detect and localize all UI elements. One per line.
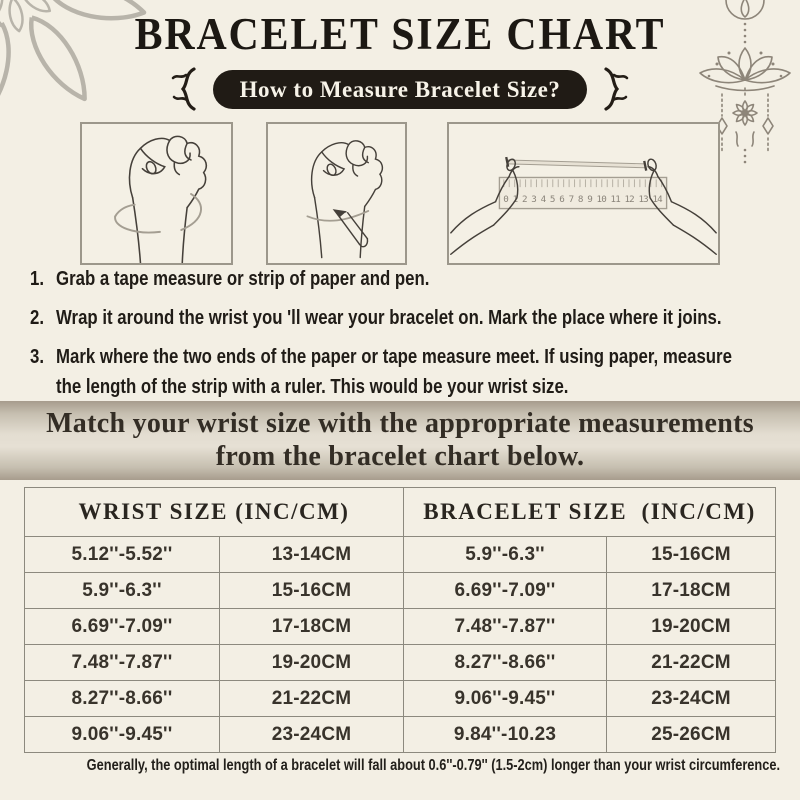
measuring-steps: 1. Grab a tape measure or strip of paper… xyxy=(30,264,790,411)
step-2: 2. Wrap it around the wrist you 'll wear… xyxy=(30,303,790,333)
hanging-lotus-ornament-icon xyxy=(699,0,791,164)
ruler-numbers: 0 1 2 3 4 5 6 7 8 9 10 11 12 13 14 xyxy=(503,194,663,205)
bracelet-inch-cell: 8.27''-8.66'' xyxy=(403,644,607,681)
squiggle-bracket-right-icon xyxy=(604,67,629,111)
how-to-measure-badge: How to Measure Bracelet Size? xyxy=(212,69,588,109)
bracelet-cm-cell: 19-20CM xyxy=(606,608,776,645)
step-1-text: Grab a tape measure or strip of paper an… xyxy=(56,268,430,290)
ruler-icon: 0 1 2 3 4 5 6 7 8 9 10 11 12 13 14 xyxy=(498,176,668,210)
table-row: 5.9''-6.3'' 15-16CM 6.69''-7.09'' 17-18C… xyxy=(24,572,776,609)
paper-strip-icon xyxy=(506,159,646,169)
bracelet-size-header: BRACELET SIZE (INC/CM) xyxy=(403,487,776,537)
wrist-cm-cell: 19-20CM xyxy=(219,644,404,681)
bracelet-inch-cell: 6.69''-7.09'' xyxy=(403,572,607,609)
step-3-text-line2: the length of the strip with a ruler. Th… xyxy=(56,376,569,398)
table-row: 9.06''-9.45'' 23-24CM 9.84''-10.23 25-26… xyxy=(24,716,776,753)
fist-with-pen-drawing-icon xyxy=(306,140,384,259)
tape-loop-icon xyxy=(114,193,202,234)
footer-note-text: Generally, the optimal length of a brace… xyxy=(86,757,781,774)
wrist-inch-cell: 5.12''-5.52'' xyxy=(24,536,220,573)
table-row: 8.27''-8.66'' 21-22CM 9.06''-9.45'' 23-2… xyxy=(24,680,776,717)
wrist-cm-cell: 21-22CM xyxy=(219,680,404,717)
tape-line-icon xyxy=(306,210,370,222)
step-1-number: 1. xyxy=(30,268,45,290)
illustration-wrap-tape xyxy=(80,122,233,265)
footer-note: Generally, the optimal length of a brace… xyxy=(0,757,800,775)
table-row: 7.48''-7.87'' 19-20CM 8.27''-8.66'' 21-2… xyxy=(24,644,776,681)
step-2-text: Wrap it around the wrist you 'll wear yo… xyxy=(56,307,722,329)
how-to-measure-badge-row: How to Measure Bracelet Size? xyxy=(0,66,800,112)
step-2-number: 2. xyxy=(30,307,45,329)
mandala-flower-icon xyxy=(0,0,147,121)
wrist-cm-cell: 23-24CM xyxy=(219,716,404,753)
match-size-banner: Match your wrist size with the appropria… xyxy=(0,401,800,480)
wrist-inch-cell: 8.27''-8.66'' xyxy=(24,680,220,717)
banner-line-2: from the bracelet chart below. xyxy=(215,441,585,472)
wrist-inch-cell: 6.69''-7.09'' xyxy=(24,608,220,645)
table-row: 5.12''-5.52'' 13-14CM 5.9''-6.3'' 15-16C… xyxy=(24,536,776,573)
wrist-cm-cell: 13-14CM xyxy=(219,536,404,573)
squiggle-bracket-left-icon xyxy=(171,67,196,111)
bracelet-inch-cell: 5.9''-6.3'' xyxy=(403,536,607,573)
step-1: 1. Grab a tape measure or strip of paper… xyxy=(30,264,790,294)
step-3-number: 3. xyxy=(30,346,45,368)
table-row: 6.69''-7.09'' 17-18CM 7.48''-7.87'' 19-2… xyxy=(24,608,776,645)
size-table: WRIST SIZE (INC/CM) BRACELET SIZE (INC/C… xyxy=(24,487,776,753)
step-3: 3. Mark where the two ends of the paper … xyxy=(30,342,790,402)
pen-icon xyxy=(332,209,369,248)
wrist-inch-cell: 7.48''-7.87'' xyxy=(24,644,220,681)
banner-line-1: Match your wrist size with the appropria… xyxy=(46,408,754,439)
fist-with-tape-drawing-icon xyxy=(114,135,208,263)
illustration-mark-with-pen xyxy=(266,122,407,265)
step-3-text-line1: Mark where the two ends of the paper or … xyxy=(56,346,732,368)
wrist-cm-cell: 17-18CM xyxy=(219,608,404,645)
bracelet-inch-cell: 9.84''-10.23 xyxy=(403,716,607,753)
bracelet-cm-cell: 15-16CM xyxy=(606,536,776,573)
wrist-cm-cell: 15-16CM xyxy=(219,572,404,609)
wrist-inch-cell: 9.06''-9.45'' xyxy=(24,716,220,753)
bracelet-cm-cell: 21-22CM xyxy=(606,644,776,681)
illustration-measure-ruler: 0 1 2 3 4 5 6 7 8 9 10 11 12 13 14 xyxy=(447,122,720,265)
page-title: BRACELET SIZE CHART xyxy=(134,9,666,59)
size-table-header-row: WRIST SIZE (INC/CM) BRACELET SIZE (INC/C… xyxy=(24,487,776,537)
bracelet-cm-cell: 23-24CM xyxy=(606,680,776,717)
left-hand-icon xyxy=(450,158,520,255)
bracelet-cm-cell: 25-26CM xyxy=(606,716,776,753)
hands-with-ruler-drawing-icon: 0 1 2 3 4 5 6 7 8 9 10 11 12 13 14 xyxy=(450,156,717,255)
bracelet-inch-cell: 7.48''-7.87'' xyxy=(403,608,607,645)
wrist-inch-cell: 5.9''-6.3'' xyxy=(24,572,220,609)
wrist-size-header: WRIST SIZE (INC/CM) xyxy=(24,487,404,537)
bracelet-cm-cell: 17-18CM xyxy=(606,572,776,609)
right-hand-icon xyxy=(647,158,717,255)
bracelet-inch-cell: 9.06''-9.45'' xyxy=(403,680,607,717)
